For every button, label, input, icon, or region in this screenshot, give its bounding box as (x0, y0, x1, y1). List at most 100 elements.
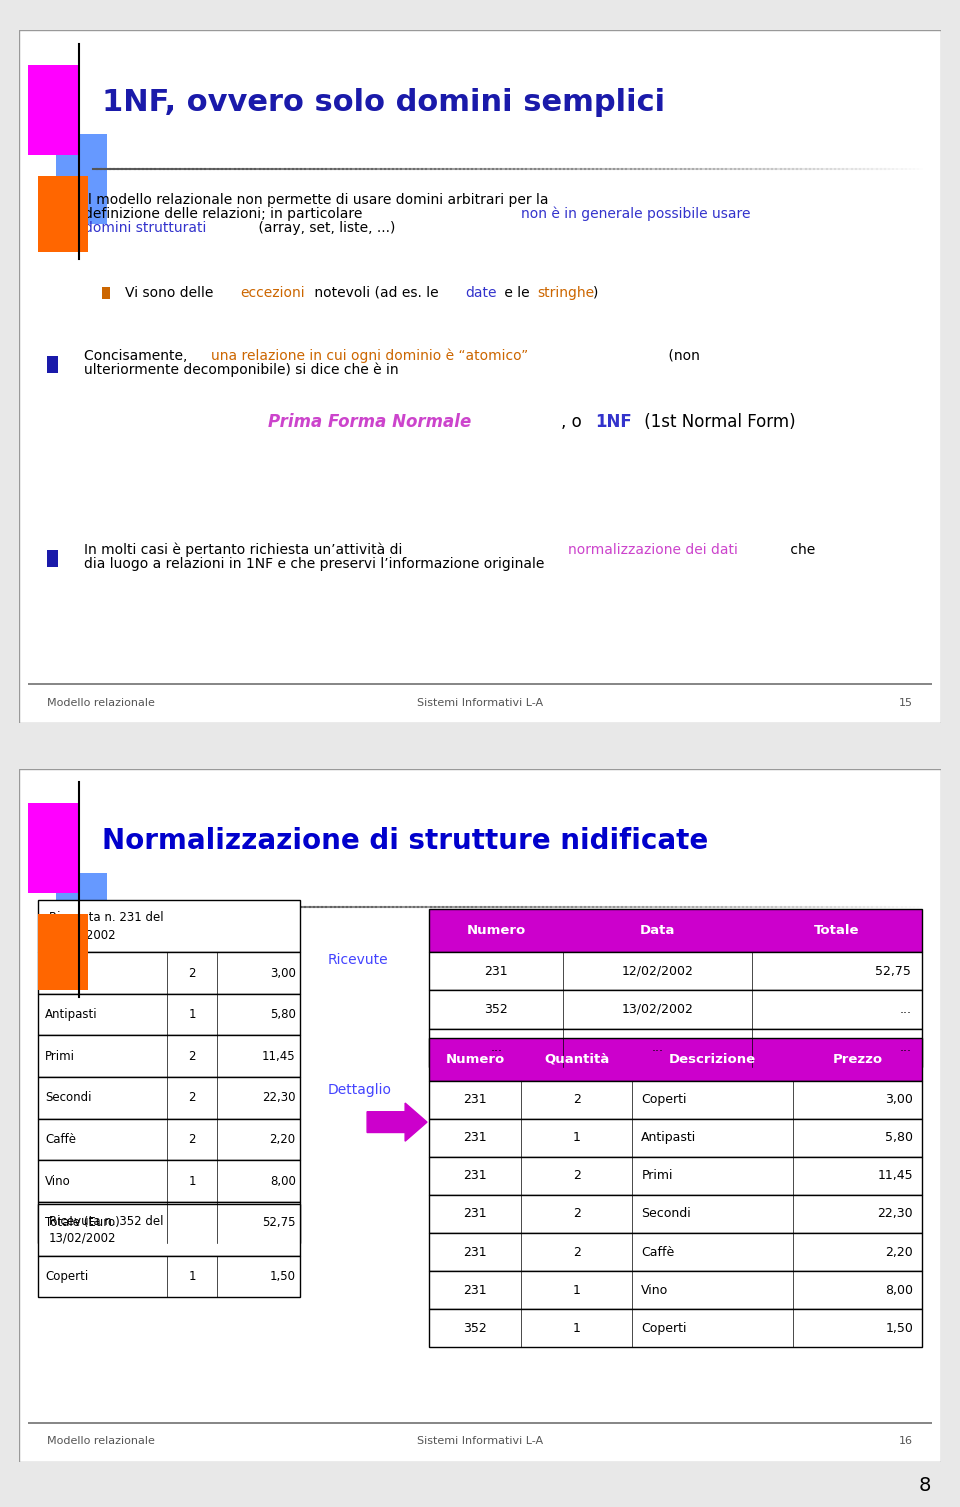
Text: eccezioni: eccezioni (240, 286, 305, 300)
Text: 1: 1 (188, 1270, 196, 1282)
Text: Ricevuta n. 352 del
13/02/2002: Ricevuta n. 352 del 13/02/2002 (49, 1215, 163, 1245)
Text: definizione delle relazioni; in particolare: definizione delle relazioni; in particol… (84, 206, 367, 222)
Text: Vi sono delle: Vi sono delle (125, 286, 218, 300)
Text: 52,75: 52,75 (262, 1216, 296, 1230)
Text: 8,00: 8,00 (270, 1174, 296, 1188)
Text: Primi: Primi (45, 1050, 75, 1062)
Bar (37, 1160, 300, 1203)
Bar (429, 990, 923, 1029)
Text: 1: 1 (188, 1008, 196, 1022)
Text: Coperti: Coperti (641, 1322, 686, 1335)
Text: Caffè: Caffè (641, 1246, 675, 1258)
Text: 1: 1 (573, 1284, 581, 1296)
Text: 352: 352 (464, 1322, 488, 1335)
Text: (non: (non (664, 350, 700, 363)
Bar (37, 900, 300, 952)
Text: 231: 231 (464, 1207, 488, 1221)
Text: dia luogo a relazioni in 1NF e che preservi l’informazione originale: dia luogo a relazioni in 1NF e che prese… (84, 558, 544, 571)
Text: 1NF: 1NF (595, 413, 632, 431)
Text: Totale (Euro): Totale (Euro) (45, 1216, 120, 1230)
Bar (37, 1078, 300, 1118)
Bar (37, 1203, 300, 1243)
Text: 3,00: 3,00 (270, 966, 296, 980)
Bar (429, 909, 923, 952)
Text: 2,20: 2,20 (270, 1133, 296, 1145)
Bar (429, 1233, 923, 1272)
Bar (429, 1310, 923, 1347)
Text: 5,80: 5,80 (885, 1132, 913, 1144)
Bar (37, 1035, 300, 1078)
Bar (47, 550, 58, 568)
Text: normalizzazione dei dati: normalizzazione dei dati (568, 543, 738, 558)
Bar (429, 1118, 923, 1157)
Bar (37, 1204, 300, 1255)
Text: Coperti: Coperti (641, 1093, 686, 1106)
Text: non è in generale possibile usare: non è in generale possibile usare (521, 206, 751, 222)
Text: 52,75: 52,75 (876, 964, 911, 978)
Text: 1: 1 (188, 1174, 196, 1188)
Text: 1,50: 1,50 (885, 1322, 913, 1335)
Bar (37, 995, 300, 1035)
Text: che: che (786, 543, 815, 558)
Text: (1st Normal Form): (1st Normal Form) (638, 413, 795, 431)
Text: 11,45: 11,45 (262, 1050, 296, 1062)
Text: Quantità: Quantità (544, 1052, 610, 1065)
Text: 16: 16 (900, 1436, 913, 1447)
Text: 22,30: 22,30 (877, 1207, 913, 1221)
Bar (29, 65, 79, 155)
Text: 5,80: 5,80 (270, 1008, 296, 1022)
Text: 2: 2 (188, 1091, 196, 1105)
Text: 2: 2 (188, 1050, 196, 1062)
Text: 2: 2 (573, 1169, 581, 1183)
Text: Descrizione: Descrizione (669, 1052, 756, 1065)
Text: Sistemi Informativi L-A: Sistemi Informativi L-A (417, 1436, 543, 1447)
Text: e le: e le (500, 286, 535, 300)
Bar (37, 952, 300, 995)
Bar (102, 286, 110, 298)
Text: 11,45: 11,45 (877, 1169, 913, 1183)
Text: Ricevuta n. 231 del
12/02/2002: Ricevuta n. 231 del 12/02/2002 (49, 912, 163, 942)
Text: Prezzo: Prezzo (832, 1052, 883, 1065)
Bar (429, 1037, 923, 1081)
Bar (29, 1421, 931, 1424)
Bar (56, 873, 107, 963)
Text: date: date (466, 286, 496, 300)
Text: 8,00: 8,00 (885, 1284, 913, 1296)
Text: 15: 15 (900, 698, 913, 708)
Text: Prima Forma Normale: Prima Forma Normale (268, 413, 471, 431)
Bar (429, 1195, 923, 1233)
Polygon shape (367, 1103, 427, 1141)
Text: 13/02/2002: 13/02/2002 (621, 1004, 693, 1016)
Text: 2: 2 (188, 966, 196, 980)
Text: 1,50: 1,50 (270, 1270, 296, 1282)
Text: Secondi: Secondi (45, 1091, 91, 1105)
Bar (56, 134, 107, 225)
Text: ): ) (593, 286, 599, 300)
Text: Coperti: Coperti (45, 966, 88, 980)
Text: ulteriormente decomponibile) si dice che è in: ulteriormente decomponibile) si dice che… (84, 363, 398, 377)
Text: notevoli (ad es. le: notevoli (ad es. le (310, 286, 444, 300)
Bar (429, 1081, 923, 1118)
Text: Secondi: Secondi (641, 1207, 691, 1221)
Text: 12/02/2002: 12/02/2002 (621, 964, 693, 978)
Text: Concisamente,: Concisamente, (84, 350, 191, 363)
Text: Primi: Primi (641, 1169, 673, 1183)
Text: In molti casi è pertanto richiesta un’attività di: In molti casi è pertanto richiesta un’at… (84, 543, 406, 558)
Text: Numero: Numero (467, 924, 526, 937)
Text: 231: 231 (484, 964, 508, 978)
Text: 1NF, ovvero solo domini semplici: 1NF, ovvero solo domini semplici (102, 89, 665, 118)
Text: 2,20: 2,20 (885, 1246, 913, 1258)
Text: Il modello relazionale non permette di usare domini arbitrari per la: Il modello relazionale non permette di u… (84, 193, 548, 206)
Text: Modello relazionale: Modello relazionale (47, 1436, 155, 1447)
Text: 2: 2 (573, 1246, 581, 1258)
Text: 2: 2 (188, 1133, 196, 1145)
Text: Antipasti: Antipasti (641, 1132, 697, 1144)
Bar (47, 356, 58, 374)
Bar (29, 803, 79, 894)
Bar (29, 683, 931, 686)
Text: 1: 1 (573, 1132, 581, 1144)
Text: Modello relazionale: Modello relazionale (47, 698, 155, 708)
Text: ...: ... (491, 1041, 502, 1053)
Text: 22,30: 22,30 (262, 1091, 296, 1105)
Text: Data: Data (639, 924, 675, 937)
